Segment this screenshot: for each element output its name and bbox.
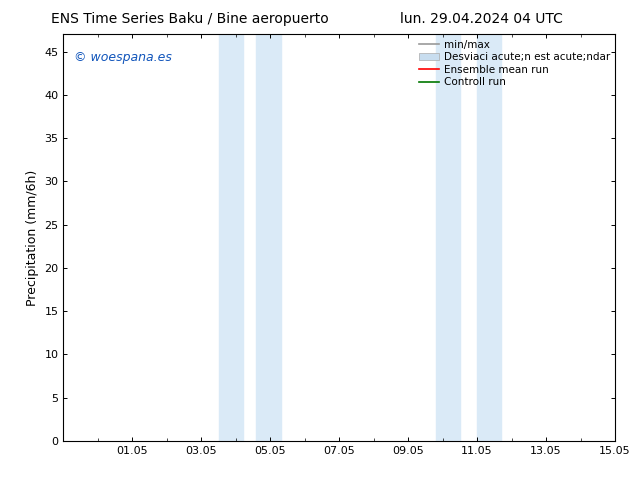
Bar bbox=[436, 34, 460, 441]
Text: lun. 29.04.2024 04 UTC: lun. 29.04.2024 04 UTC bbox=[401, 12, 563, 26]
Y-axis label: Precipitation (mm/6h): Precipitation (mm/6h) bbox=[26, 170, 39, 306]
Bar bbox=[256, 34, 281, 441]
Bar bbox=[477, 34, 501, 441]
Legend: min/max, Desviaci acute;n est acute;ndar, Ensemble mean run, Controll run: min/max, Desviaci acute;n est acute;ndar… bbox=[417, 37, 612, 89]
Text: © woespana.es: © woespana.es bbox=[74, 50, 172, 64]
Bar bbox=[219, 34, 243, 441]
Text: ENS Time Series Baku / Bine aeropuerto: ENS Time Series Baku / Bine aeropuerto bbox=[51, 12, 329, 26]
